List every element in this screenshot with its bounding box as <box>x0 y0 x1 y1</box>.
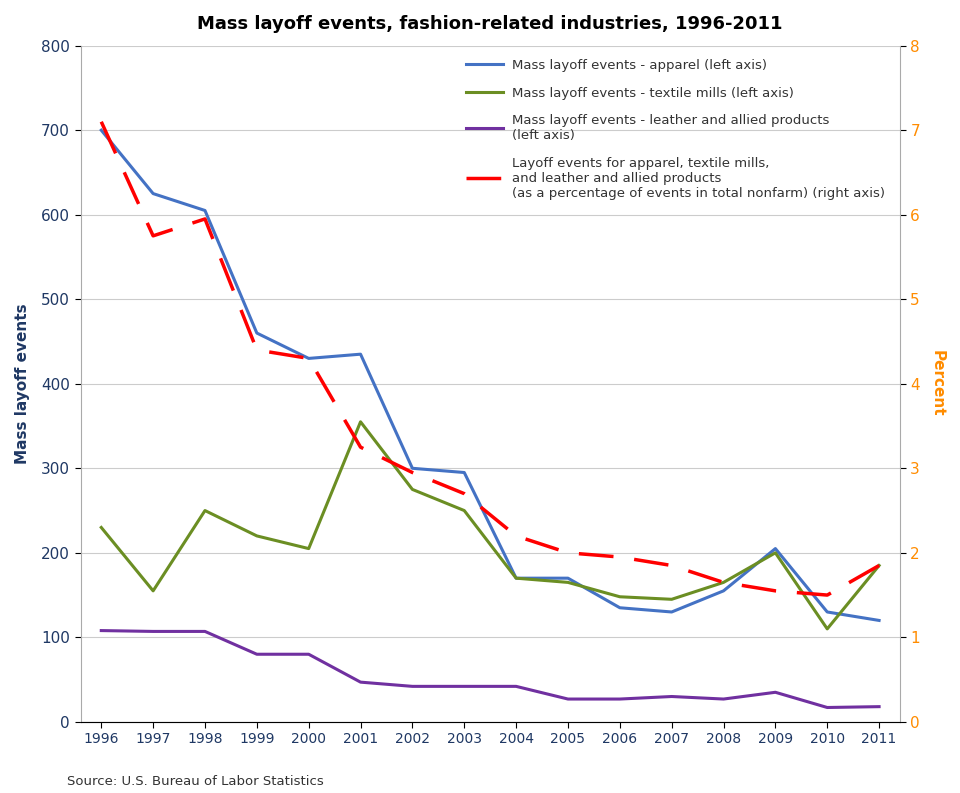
Line: Mass layoff events - leather and allied products
(left axis): Mass layoff events - leather and allied … <box>101 630 879 707</box>
Mass layoff events - textile mills (left axis) <box>95 523 107 532</box>
Mass layoff events - textile mills (left axis) <box>718 577 730 587</box>
Mass layoff events - apparel (left axis) <box>459 468 470 477</box>
Layoff events for apparel, textile mills,
and leather and allied products
(as a percentage of events in total nonfarm) (right axis) <box>407 468 419 477</box>
Mass layoff events - leather and allied products
(left axis) <box>822 703 833 712</box>
Layoff events for apparel, textile mills,
and leather and allied products
(as a percentage of events in total nonfarm) (right axis) <box>95 117 107 127</box>
Layoff events for apparel, textile mills,
and leather and allied products
(as a percentage of events in total nonfarm) (right axis) <box>874 561 885 570</box>
Mass layoff events - leather and allied products
(left axis) <box>95 626 107 635</box>
Mass layoff events - apparel (left axis) <box>874 615 885 625</box>
Y-axis label: Mass layoff events: Mass layoff events <box>15 304 30 464</box>
Mass layoff events - apparel (left axis) <box>148 189 159 198</box>
Mass layoff events - textile mills (left axis) <box>303 544 315 554</box>
Line: Mass layoff events - textile mills (left axis): Mass layoff events - textile mills (left… <box>101 422 879 629</box>
Mass layoff events - textile mills (left axis) <box>563 577 574 587</box>
Layoff events for apparel, textile mills,
and leather and allied products
(as a percentage of events in total nonfarm) (right axis) <box>770 586 781 596</box>
Mass layoff events - textile mills (left axis) <box>614 592 626 602</box>
Line: Mass layoff events - apparel (left axis): Mass layoff events - apparel (left axis) <box>101 130 879 620</box>
Mass layoff events - leather and allied products
(left axis) <box>200 626 211 636</box>
Layoff events for apparel, textile mills,
and leather and allied products
(as a percentage of events in total nonfarm) (right axis) <box>822 590 833 600</box>
Mass layoff events - leather and allied products
(left axis) <box>563 695 574 704</box>
Mass layoff events - leather and allied products
(left axis) <box>666 691 678 701</box>
Mass layoff events - textile mills (left axis) <box>511 573 522 583</box>
Layoff events for apparel, textile mills,
and leather and allied products
(as a percentage of events in total nonfarm) (right axis) <box>718 577 730 587</box>
Layoff events for apparel, textile mills,
and leather and allied products
(as a percentage of events in total nonfarm) (right axis) <box>511 531 522 541</box>
Layoff events for apparel, textile mills,
and leather and allied products
(as a percentage of events in total nonfarm) (right axis) <box>614 552 626 561</box>
Layoff events for apparel, textile mills,
and leather and allied products
(as a percentage of events in total nonfarm) (right axis) <box>355 442 367 452</box>
Mass layoff events - leather and allied products
(left axis) <box>407 682 419 691</box>
Text: Source: U.S. Bureau of Labor Statistics: Source: U.S. Bureau of Labor Statistics <box>67 775 324 788</box>
Mass layoff events - leather and allied products
(left axis) <box>511 682 522 691</box>
Mass layoff events - textile mills (left axis) <box>148 586 159 596</box>
Mass layoff events - textile mills (left axis) <box>770 548 781 557</box>
Mass layoff events - apparel (left axis) <box>563 573 574 583</box>
Mass layoff events - apparel (left axis) <box>770 544 781 554</box>
Layoff events for apparel, textile mills,
and leather and allied products
(as a percentage of events in total nonfarm) (right axis) <box>200 214 211 224</box>
Legend: Mass layoff events - apparel (left axis), Mass layoff events - textile mills (le: Mass layoff events - apparel (left axis)… <box>466 59 885 200</box>
Mass layoff events - apparel (left axis) <box>614 603 626 612</box>
Mass layoff events - apparel (left axis) <box>200 205 211 215</box>
Layoff events for apparel, textile mills,
and leather and allied products
(as a percentage of events in total nonfarm) (right axis) <box>459 489 470 499</box>
Mass layoff events - leather and allied products
(left axis) <box>459 682 470 691</box>
Mass layoff events - leather and allied products
(left axis) <box>303 649 315 659</box>
Mass layoff events - leather and allied products
(left axis) <box>614 695 626 704</box>
Line: Layoff events for apparel, textile mills,
and leather and allied products
(as a percentage of events in total nonfarm) (right axis): Layoff events for apparel, textile mills… <box>101 122 879 595</box>
Mass layoff events - leather and allied products
(left axis) <box>252 649 263 659</box>
Mass layoff events - leather and allied products
(left axis) <box>355 677 367 687</box>
Mass layoff events - apparel (left axis) <box>511 573 522 583</box>
Layoff events for apparel, textile mills,
and leather and allied products
(as a percentage of events in total nonfarm) (right axis) <box>563 548 574 557</box>
Mass layoff events - textile mills (left axis) <box>355 417 367 427</box>
Mass layoff events - apparel (left axis) <box>95 125 107 135</box>
Layoff events for apparel, textile mills,
and leather and allied products
(as a percentage of events in total nonfarm) (right axis) <box>148 231 159 240</box>
Mass layoff events - apparel (left axis) <box>355 350 367 359</box>
Mass layoff events - apparel (left axis) <box>718 586 730 596</box>
Mass layoff events - textile mills (left axis) <box>666 595 678 604</box>
Mass layoff events - apparel (left axis) <box>822 607 833 617</box>
Mass layoff events - apparel (left axis) <box>303 354 315 363</box>
Mass layoff events - leather and allied products
(left axis) <box>718 695 730 704</box>
Mass layoff events - textile mills (left axis) <box>200 506 211 515</box>
Mass layoff events - apparel (left axis) <box>252 328 263 338</box>
Mass layoff events - textile mills (left axis) <box>252 531 263 541</box>
Mass layoff events - leather and allied products
(left axis) <box>874 702 885 711</box>
Layoff events for apparel, textile mills,
and leather and allied products
(as a percentage of events in total nonfarm) (right axis) <box>303 354 315 363</box>
Layoff events for apparel, textile mills,
and leather and allied products
(as a percentage of events in total nonfarm) (right axis) <box>252 345 263 354</box>
Mass layoff events - apparel (left axis) <box>666 607 678 617</box>
Mass layoff events - textile mills (left axis) <box>459 506 470 515</box>
Mass layoff events - leather and allied products
(left axis) <box>770 688 781 697</box>
Layoff events for apparel, textile mills,
and leather and allied products
(as a percentage of events in total nonfarm) (right axis) <box>666 561 678 570</box>
Mass layoff events - textile mills (left axis) <box>822 624 833 634</box>
Mass layoff events - textile mills (left axis) <box>874 561 885 570</box>
Title: Mass layoff events, fashion-related industries, 1996-2011: Mass layoff events, fashion-related indu… <box>198 15 783 33</box>
Mass layoff events - leather and allied products
(left axis) <box>148 626 159 636</box>
Mass layoff events - apparel (left axis) <box>407 464 419 473</box>
Mass layoff events - textile mills (left axis) <box>407 485 419 494</box>
Y-axis label: Percent: Percent <box>930 351 945 417</box>
